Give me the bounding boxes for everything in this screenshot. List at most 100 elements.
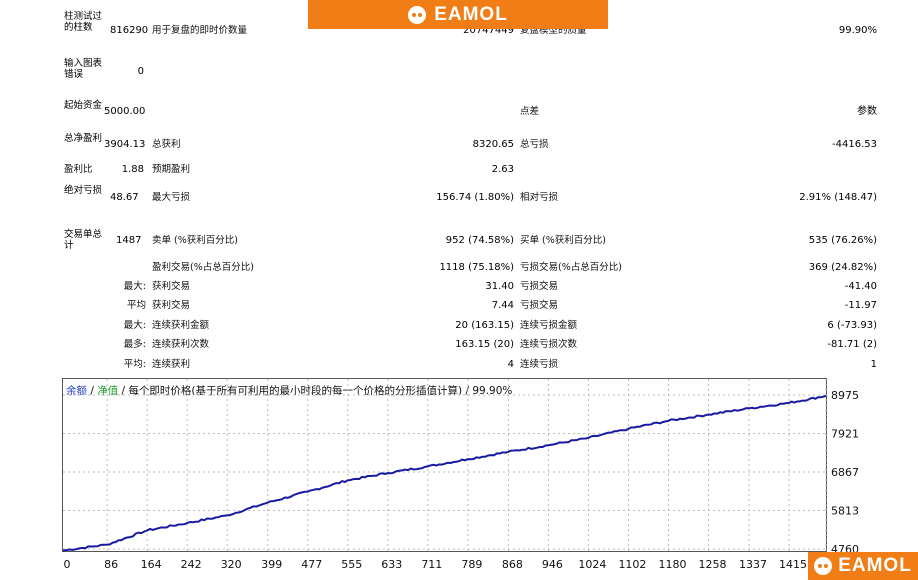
profit-factor-label: 盈利比 — [64, 164, 93, 175]
x-tick-label: 86 — [104, 558, 118, 571]
y-tick-label: 8975 — [831, 389, 859, 402]
avg-consec-losses-label: 连续亏损 — [520, 359, 559, 370]
errors-label: 输入图表错误 — [64, 58, 103, 80]
chart-title-sep: / — [87, 385, 98, 397]
chart-title: 余额 / 净值 / 每个即时价格(基于所有可利用的最小时段的每一个价格的分形插值… — [66, 383, 512, 398]
report-table: 柱测试过的柱数 816290 用于复盘的即时价数量 20747449 复盘模型的… — [64, 11, 877, 370]
long-label: 买单 (%获利百分比) — [520, 235, 606, 246]
y-tick-label: 7921 — [831, 428, 859, 441]
profit-factor-value: 1.88 — [121, 164, 144, 175]
max-consec-wins-value: 20 (163.15) — [455, 320, 514, 331]
net-profit-label: 总净盈利 — [64, 133, 103, 144]
profit-trades-value: 1118 (75.18%) — [439, 262, 514, 273]
loss-trades-label: 亏损交易(%占总百分比) — [520, 262, 622, 273]
profit-trades-label: 盈利交易(%占总百分比) — [152, 262, 254, 273]
expected-payoff-label: 预期盈利 — [152, 164, 191, 175]
x-tick-label: 555 — [341, 558, 362, 571]
largest-loss-label: 亏损交易 — [520, 281, 559, 292]
x-tick-label: 1024 — [578, 558, 606, 571]
avg-consec-wins-value: 4 — [507, 359, 514, 370]
short-label: 卖单 (%获利百分比) — [152, 235, 238, 246]
quality-value: 99.90% — [838, 25, 877, 36]
loss-trades-value: 369 (24.82%) — [808, 262, 877, 273]
x-tick-label: 477 — [301, 558, 322, 571]
avg2-prefix: 平均: — [123, 359, 146, 370]
avg-consec-wins-label: 连续获利 — [152, 359, 191, 370]
bars-tested-value: 816290 — [110, 25, 149, 36]
x-tick-label: 0 — [64, 558, 71, 571]
avg-profit-label: 获利交易 — [152, 300, 191, 311]
avg-loss-label: 亏损交易 — [520, 300, 559, 311]
deposit-label: 起始资金 — [64, 100, 103, 111]
gross-loss-value: -4416.53 — [832, 139, 877, 150]
badge-text: EAMOL — [838, 555, 912, 576]
max-prefix: 最大: — [123, 320, 146, 331]
spread-label: 点差 — [520, 106, 540, 117]
rel-drawdown-value: 2.91% (148.47) — [799, 192, 877, 203]
y-tick-label: 6867 — [831, 466, 859, 479]
x-tick-label: 164 — [141, 558, 162, 571]
largest-profit-label: 获利交易 — [152, 281, 191, 292]
rel-drawdown-label: 相对亏损 — [520, 192, 559, 203]
avg-profit-value: 7.44 — [491, 300, 514, 311]
max-consec-wins-label: 连续获利金额 — [152, 320, 210, 331]
max-consec-profit-value: 163.15 (20) — [455, 339, 514, 350]
x-tick-label: 711 — [421, 558, 442, 571]
abs-drawdown-value: 48.67 — [110, 192, 139, 203]
x-tick-label: 399 — [261, 558, 282, 571]
max-consec-loss-label: 连续亏损次数 — [520, 339, 578, 350]
max-consec-loss-value: -81.71 (2) — [827, 339, 877, 350]
x-tick-label: 868 — [502, 558, 523, 571]
max-drawdown-label: 最大亏损 — [152, 192, 191, 203]
largest-profit-value: 31.40 — [485, 281, 514, 292]
x-tick-label: 1258 — [698, 558, 726, 571]
chart-title-equity: 净值 — [97, 385, 119, 397]
chart-title-rest: / 每个即时价格(基于所有可利用的最小时段的每一个价格的分形插值计算) / 99… — [118, 385, 513, 397]
x-tick-label: 633 — [381, 558, 402, 571]
gross-profit-label: 总获利 — [152, 139, 181, 150]
gross-profit-value: 8320.65 — [472, 139, 514, 150]
balance-line — [62, 394, 827, 552]
logo-text: EAMOL — [434, 3, 508, 25]
most-prefix: 最多: — [123, 339, 146, 350]
long-value: 535 (76.26%) — [808, 235, 877, 246]
total-trades-value: 1487 — [116, 235, 142, 246]
ticks-value: 20747449 — [463, 25, 514, 36]
x-tick-label: 320 — [221, 558, 242, 571]
abs-drawdown-label: 绝对亏损 — [64, 185, 103, 196]
x-tick-label: 1102 — [618, 558, 646, 571]
deposit-value: 5000.00 — [104, 106, 146, 117]
largest-loss-value: -41.40 — [844, 281, 877, 292]
max-consec-losses-value: 6 (-73.93) — [827, 320, 877, 331]
max-drawdown-value: 156.74 (1.80%) — [436, 192, 514, 203]
gross-loss-label: 总亏损 — [520, 139, 549, 150]
net-profit-value: 3904.13 — [104, 139, 146, 150]
quality-label: 复盘模型的质量 — [520, 25, 587, 36]
short-value: 952 (74.58%) — [445, 235, 514, 246]
avg-consec-losses-value: 1 — [870, 359, 877, 370]
x-tick-label: 1180 — [658, 558, 686, 571]
robot-badge-icon — [814, 557, 833, 575]
y-tick-label: 5813 — [831, 505, 859, 518]
x-tick-label: 1337 — [739, 558, 767, 571]
x-tick-label: 789 — [461, 558, 482, 571]
errors-value: 0 — [137, 66, 144, 77]
average-prefix: 平均 — [126, 300, 146, 311]
avg-loss-value: -11.97 — [844, 300, 877, 311]
expected-payoff-value: 2.63 — [491, 164, 514, 175]
largest-prefix: 最大: — [123, 281, 146, 292]
x-tick-label: 1415 — [779, 558, 807, 571]
x-tick-label: 242 — [181, 558, 202, 571]
robot-logo-icon — [408, 5, 427, 24]
eamol-banner: EAMOL — [308, 0, 608, 29]
x-tick-label: 946 — [542, 558, 563, 571]
bars-tested-label: 柱测试过的柱数 — [64, 11, 103, 33]
max-consec-losses-label: 连续亏损金额 — [520, 320, 578, 331]
ticks-label: 用于复盘的即时价数量 — [152, 25, 248, 36]
total-trades-label: 交易单总计 — [64, 229, 103, 251]
spread-value: 参数 — [857, 106, 877, 117]
max-consec-profit-label: 连续获利次数 — [152, 339, 210, 350]
eamol-badge: EAMOL — [808, 552, 918, 580]
chart-title-balance: 余额 — [66, 385, 87, 397]
